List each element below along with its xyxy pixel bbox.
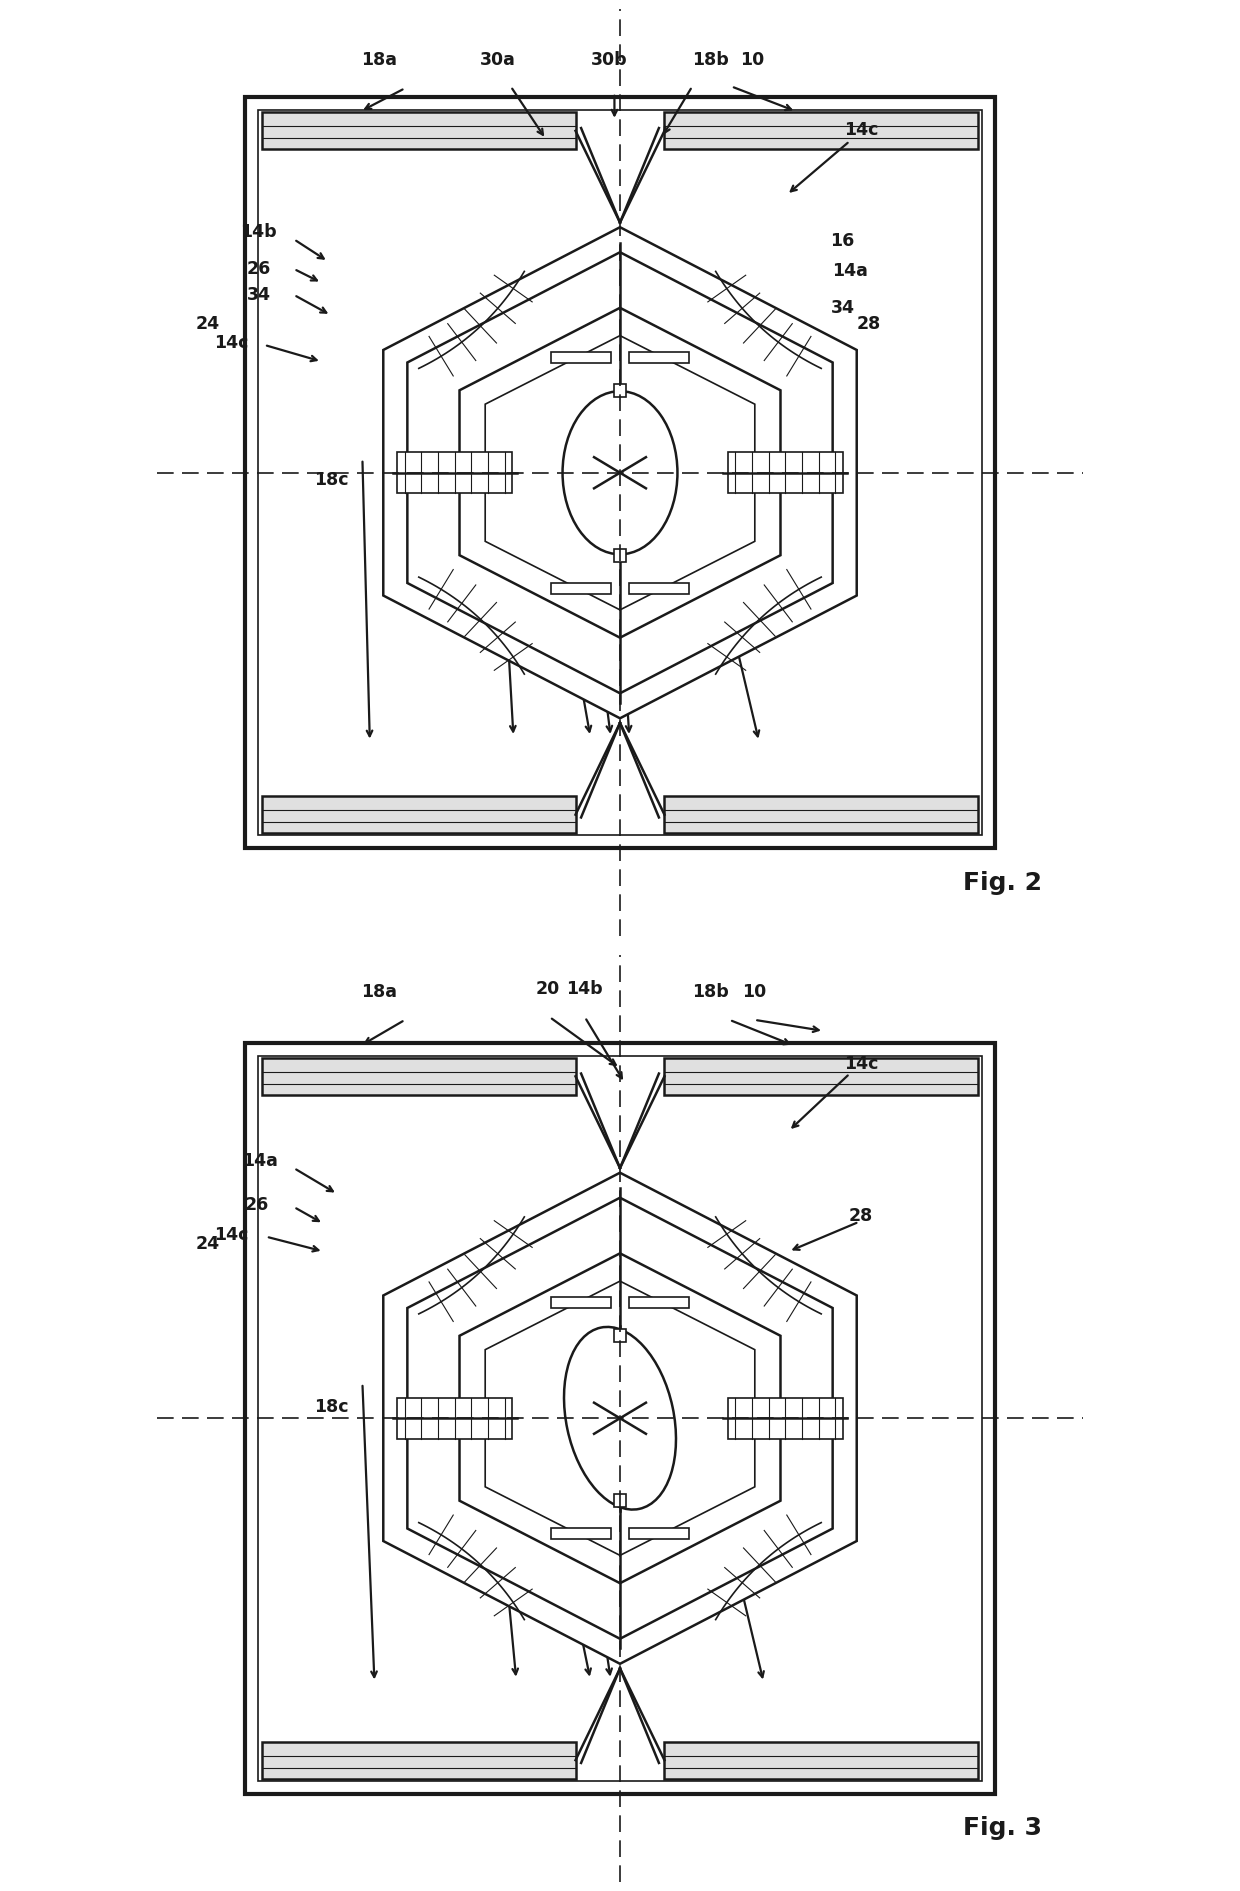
- Polygon shape: [408, 252, 832, 694]
- Text: 14b: 14b: [241, 223, 277, 240]
- Polygon shape: [485, 1280, 755, 1556]
- Text: 34: 34: [831, 299, 854, 318]
- Bar: [244, 1044, 996, 1793]
- Bar: [665, 1742, 977, 1779]
- FancyBboxPatch shape: [629, 582, 689, 594]
- Text: 14b: 14b: [567, 980, 603, 998]
- FancyBboxPatch shape: [551, 1528, 611, 1539]
- Bar: [614, 1494, 626, 1507]
- Text: 18a: 18a: [361, 51, 397, 70]
- Text: 16: 16: [831, 233, 854, 250]
- Bar: [244, 98, 996, 847]
- Text: 30a: 30a: [480, 51, 516, 70]
- Text: 24: 24: [196, 316, 219, 333]
- Text: 18b: 18b: [692, 51, 729, 70]
- Bar: [665, 796, 977, 834]
- Ellipse shape: [564, 1327, 676, 1509]
- Bar: [614, 384, 626, 397]
- Text: 18a: 18a: [361, 983, 397, 1000]
- Text: 14a: 14a: [832, 261, 868, 280]
- Text: 26: 26: [244, 1197, 269, 1214]
- Polygon shape: [485, 335, 755, 611]
- Text: 26: 26: [247, 259, 270, 278]
- Text: 30c: 30c: [471, 471, 506, 490]
- Text: 16: 16: [464, 1397, 489, 1416]
- Bar: [665, 1057, 977, 1095]
- Text: 20: 20: [536, 980, 559, 998]
- Text: 14c: 14c: [843, 1055, 878, 1074]
- Text: 14c: 14c: [843, 121, 878, 138]
- Text: 10: 10: [743, 983, 766, 1000]
- Bar: [263, 1057, 575, 1095]
- Text: 24: 24: [196, 1235, 219, 1254]
- Text: 10: 10: [740, 51, 765, 70]
- Polygon shape: [383, 1172, 857, 1664]
- Bar: [263, 1742, 575, 1779]
- Polygon shape: [460, 308, 780, 637]
- Text: 18d: 18d: [680, 1397, 717, 1416]
- Bar: [614, 1329, 626, 1343]
- Bar: [258, 1055, 982, 1781]
- Bar: [614, 548, 626, 562]
- Bar: [728, 452, 843, 494]
- Text: Fig. 3: Fig. 3: [962, 1815, 1042, 1840]
- Ellipse shape: [563, 391, 677, 554]
- FancyBboxPatch shape: [629, 352, 689, 363]
- Text: 18d: 18d: [683, 471, 720, 490]
- Text: Fig. 2: Fig. 2: [962, 870, 1042, 894]
- Bar: [263, 796, 575, 834]
- Text: 22: 22: [569, 471, 593, 490]
- Text: 22: 22: [562, 1397, 585, 1416]
- Bar: [263, 112, 575, 149]
- FancyBboxPatch shape: [629, 1528, 689, 1539]
- Text: 12: 12: [522, 1397, 547, 1416]
- Text: 20: 20: [541, 501, 565, 518]
- FancyBboxPatch shape: [551, 352, 611, 363]
- Text: 14c: 14c: [213, 335, 248, 352]
- Text: 14a: 14a: [243, 1152, 279, 1171]
- Text: 28: 28: [856, 316, 880, 333]
- Text: 30d: 30d: [601, 471, 639, 490]
- Polygon shape: [460, 1254, 780, 1583]
- Bar: [665, 112, 977, 149]
- Bar: [258, 110, 982, 836]
- Bar: [728, 1397, 843, 1439]
- Text: 30b: 30b: [590, 51, 627, 70]
- FancyBboxPatch shape: [551, 582, 611, 594]
- Bar: [397, 1397, 512, 1439]
- Text: 14c: 14c: [213, 1225, 248, 1244]
- Polygon shape: [408, 1197, 832, 1639]
- Text: 18c: 18c: [314, 1397, 348, 1416]
- Text: 28: 28: [849, 1206, 873, 1225]
- FancyBboxPatch shape: [551, 1297, 611, 1309]
- Text: 18b: 18b: [692, 983, 729, 1000]
- Bar: [397, 452, 512, 494]
- Text: 18c: 18c: [314, 471, 348, 490]
- Text: 12: 12: [533, 471, 558, 490]
- Polygon shape: [383, 227, 857, 719]
- Text: 34: 34: [247, 286, 270, 304]
- FancyBboxPatch shape: [629, 1297, 689, 1309]
